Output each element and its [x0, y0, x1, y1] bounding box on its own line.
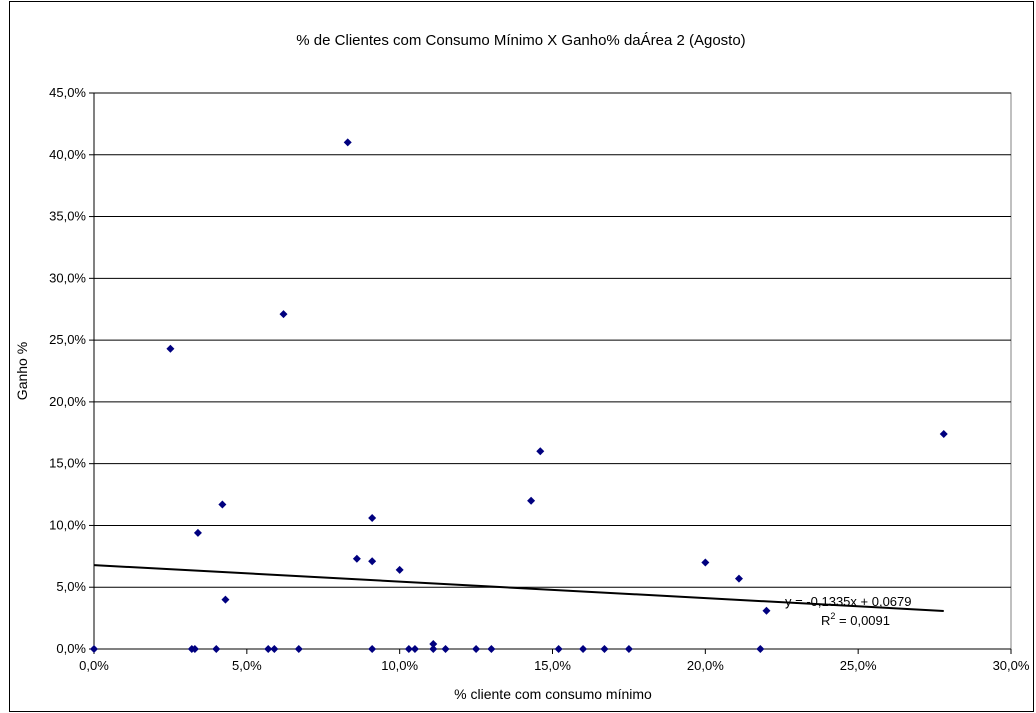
trendline-layer	[93, 564, 944, 612]
data-points	[90, 138, 948, 653]
data-point	[166, 344, 175, 353]
gridlines	[94, 92, 1011, 588]
data-point	[472, 645, 481, 653]
x-tick-label: 10,0%	[381, 658, 418, 673]
y-tick-label: 20,0%	[49, 394, 86, 409]
data-point	[343, 138, 352, 147]
plot-area	[93, 92, 1012, 650]
data-point	[554, 645, 563, 653]
x-tick-label: 5,0%	[232, 658, 262, 673]
y-tick-label: 40,0%	[49, 147, 86, 162]
y-tick-label: 25,0%	[49, 332, 86, 347]
x-tick-label: 0,0%	[79, 658, 109, 673]
x-axis-ticks: 0,0% 5,0% 10,0% 15,0% 20,0% 25,0% 30,0%	[79, 648, 1030, 673]
y-tick-label: 5,0%	[56, 579, 86, 594]
x-tick-label: 20,0%	[687, 658, 724, 673]
y-tick-label: 0,0%	[56, 641, 86, 656]
data-point	[395, 565, 404, 574]
data-point	[441, 645, 450, 653]
x-axis-title: % cliente com consumo mínimo	[454, 686, 652, 702]
data-point	[624, 645, 633, 653]
data-point	[404, 645, 413, 653]
data-point	[368, 557, 377, 566]
data-point	[600, 645, 609, 653]
data-point	[701, 558, 710, 567]
data-point	[218, 500, 227, 509]
data-point	[536, 447, 545, 456]
data-point	[279, 310, 288, 319]
y-tick-label: 10,0%	[49, 517, 86, 532]
data-point	[429, 640, 438, 649]
chart-title: % de Clientes com Consumo Mínimo X Ganho…	[296, 32, 745, 49]
data-point	[352, 554, 361, 563]
y-tick-label: 35,0%	[49, 209, 86, 224]
data-point	[90, 645, 98, 653]
data-point	[429, 645, 438, 653]
data-point	[756, 645, 765, 653]
data-point	[368, 645, 377, 653]
data-point	[939, 430, 948, 439]
trendline	[93, 564, 944, 612]
data-point	[221, 595, 230, 604]
y-tick-label: 15,0%	[49, 456, 86, 471]
y-tick-label: 30,0%	[49, 270, 86, 285]
data-point	[734, 574, 743, 583]
data-point	[270, 645, 279, 653]
data-point	[190, 645, 199, 653]
data-point	[762, 606, 771, 615]
chart-frame: % de Clientes com Consumo Mínimo X Ganho…	[9, 1, 1034, 712]
data-point	[368, 514, 377, 523]
data-point	[527, 496, 536, 505]
trendline-r-squared: R2 = 0,0091	[821, 611, 890, 628]
data-point	[212, 645, 221, 653]
data-point	[193, 528, 202, 537]
data-point	[579, 645, 588, 653]
scatter-chart: % de Clientes com Consumo Mínimo X Ganho…	[14, 32, 1030, 702]
y-axis-title: Ganho %	[14, 342, 30, 400]
y-axis-ticks: 0,0% 5,0% 10,0% 15,0% 20,0% 25,0% 30,0% 35,0% 40…	[49, 85, 95, 656]
data-point	[410, 645, 419, 653]
y-tick-label: 45,0%	[49, 85, 86, 100]
x-tick-label: 15,0%	[534, 658, 571, 673]
x-tick-label: 30,0%	[993, 658, 1030, 673]
data-point	[294, 645, 303, 653]
x-tick-label: 25,0%	[840, 658, 877, 673]
data-point	[487, 645, 496, 653]
trendline-equation: y = -0,1335x + 0,0679	[785, 594, 911, 609]
data-point	[264, 645, 273, 653]
